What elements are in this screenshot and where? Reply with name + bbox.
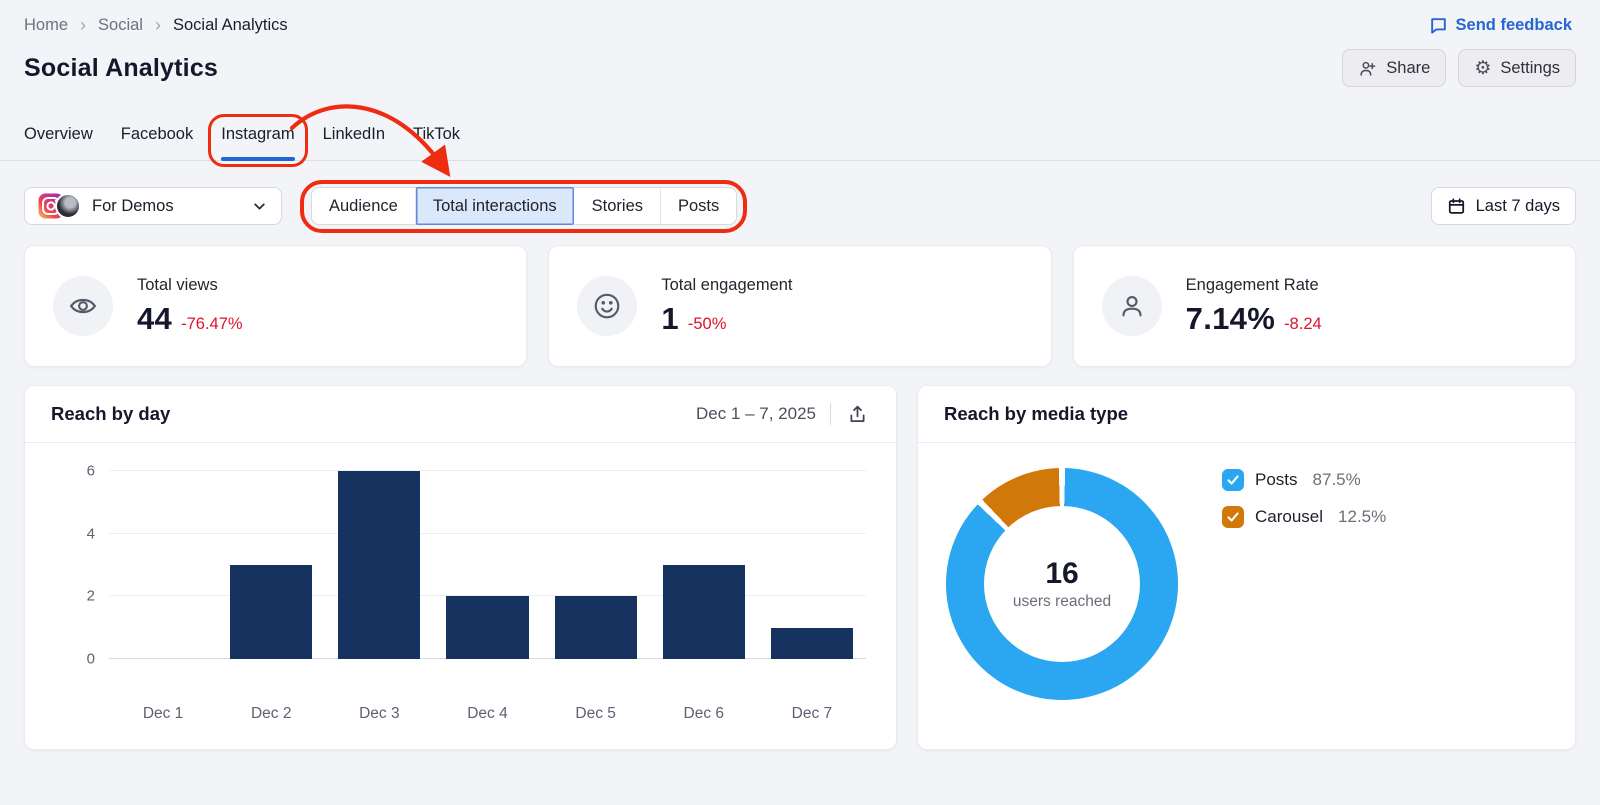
segment-posts[interactable]: Posts <box>660 188 736 224</box>
x-axis-label: Dec 4 <box>467 705 508 722</box>
tab-linkedin[interactable]: LinkedIn <box>322 125 385 143</box>
profile-name: For Demos <box>92 196 174 215</box>
y-axis-tick: 2 <box>86 587 95 605</box>
y-axis-tick: 6 <box>86 462 95 480</box>
legend-label: Posts <box>1255 470 1298 489</box>
y-axis-tick: 0 <box>86 650 95 668</box>
profile-selector[interactable]: For Demos <box>24 187 282 225</box>
segment-total-interactions[interactable]: Total interactions <box>414 187 574 225</box>
bar <box>554 596 637 659</box>
eye-icon <box>53 276 113 336</box>
donut-ring <box>946 468 1178 700</box>
export-icon[interactable] <box>845 402 870 427</box>
legend-value: 87.5% <box>1312 470 1361 489</box>
bar-chart-x-labels: Dec 1 Dec 2 Dec 3 Dec 4 Dec 5 Dec 6 Dec 7 <box>109 705 866 723</box>
send-feedback-link[interactable]: Send feedback <box>1429 16 1572 35</box>
metric-card-total-engagement: Total engagement 1 -50% <box>548 245 1052 367</box>
person-icon <box>1101 276 1162 336</box>
bar <box>230 565 313 659</box>
y-axis-tick: 4 <box>86 525 95 543</box>
x-axis-label: Dec 1 <box>142 705 184 722</box>
smiley-icon <box>577 276 638 336</box>
x-axis-label: Dec 3 <box>359 705 400 722</box>
tab-overview[interactable]: Overview <box>24 125 93 143</box>
date-range-button[interactable]: Last 7 days <box>1430 187 1576 225</box>
tab-instagram[interactable]: Instagram <box>208 114 308 167</box>
x-axis-label: Dec 5 <box>575 705 616 722</box>
header: Social Analytics Share ⚙ Settings <box>0 49 1600 87</box>
chart-date-range: Dec 1 – 7, 2025 <box>695 404 816 423</box>
filter-segments-wrap: Audience Total interactions Stories Posts <box>300 180 748 233</box>
metric-delta: -76.47% <box>181 314 243 333</box>
metric-value: 7.14% <box>1185 300 1276 336</box>
metric-delta: -50% <box>687 314 727 333</box>
breadcrumb-social-link[interactable]: Social <box>98 16 143 34</box>
metric-card-total-views: Total views 44 -76.47% <box>24 245 528 367</box>
top-bar: Home › Social › Social Analytics Send fe… <box>0 0 1600 35</box>
share-button[interactable]: Share <box>1342 49 1447 87</box>
feedback-bubble-icon <box>1429 16 1448 35</box>
breadcrumb-home-link[interactable]: Home <box>24 16 69 34</box>
tab-tiktok[interactable]: TikTok <box>413 125 461 143</box>
header-actions: Share ⚙ Settings <box>1342 49 1576 87</box>
filter-segmented-control: Audience Total interactions Stories Posts <box>311 187 738 225</box>
x-axis-label: Dec 7 <box>791 705 833 722</box>
segment-audience[interactable]: Audience <box>329 196 398 215</box>
chevron-right-icon: › <box>154 14 161 35</box>
bar <box>446 596 529 659</box>
bar <box>338 471 421 659</box>
checkbox-checked-icon[interactable] <box>1222 506 1244 528</box>
reach-by-media-type-card: Reach by media type 16 users reached Pos… <box>917 385 1576 750</box>
calendar-icon <box>1447 197 1466 216</box>
metrics-row: Total views 44 -76.47% Total engagement … <box>0 245 1600 367</box>
checkbox-checked-icon[interactable] <box>1222 469 1244 491</box>
legend-label: Carousel <box>1255 507 1324 526</box>
metric-card-engagement-rate: Engagement Rate 7.14% -8.24 <box>1072 245 1576 367</box>
bar <box>770 627 853 659</box>
divider <box>830 403 831 425</box>
metric-delta: -8.24 <box>1284 314 1322 333</box>
tab-facebook[interactable]: Facebook <box>120 125 194 143</box>
segment-stories[interactable]: Stories <box>591 196 643 215</box>
chevron-down-icon <box>251 198 268 215</box>
bar <box>662 565 745 659</box>
legend-value: 12.5% <box>1338 507 1387 526</box>
donut-legend: Posts 87.5% Carousel 12.5% <box>1222 469 1386 749</box>
metric-value: 44 <box>137 300 173 336</box>
bar-chart-plot: 0 2 4 6 <box>87 463 866 668</box>
chart-title: Reach by media type <box>944 403 1129 424</box>
bar-chart-area: 0 2 4 6 <box>25 443 896 692</box>
controls-bar: For Demos Audience Total interactions Stor… <box>0 180 1600 233</box>
page-title: Social Analytics <box>24 53 219 82</box>
breadcrumb-current: Social Analytics <box>172 16 288 34</box>
donut-center: 16 users reached <box>1012 557 1112 610</box>
legend-item-posts[interactable]: Posts 87.5% <box>1222 469 1386 491</box>
gear-icon: ⚙ <box>1474 57 1492 79</box>
donut-chart-area: 16 users reached Posts 87.5% Carousel 12.5% <box>918 443 1575 749</box>
metric-value: 1 <box>661 300 679 336</box>
x-axis-label: Dec 6 <box>683 705 725 722</box>
legend-item-carousel[interactable]: Carousel 12.5% <box>1222 506 1386 528</box>
chevron-right-icon: › <box>80 14 87 35</box>
person-plus-icon <box>1358 59 1377 78</box>
settings-button[interactable]: ⚙ Settings <box>1458 49 1576 87</box>
x-axis-label: Dec 2 <box>250 705 292 722</box>
breadcrumb: Home › Social › Social Analytics <box>24 16 288 35</box>
profile-avatar <box>55 193 81 219</box>
chart-title: Reach by day <box>51 403 171 424</box>
donut-chart: 16 users reached <box>946 468 1178 700</box>
platform-tabs: Overview Facebook Instagram LinkedIn TikTok <box>0 114 1600 167</box>
